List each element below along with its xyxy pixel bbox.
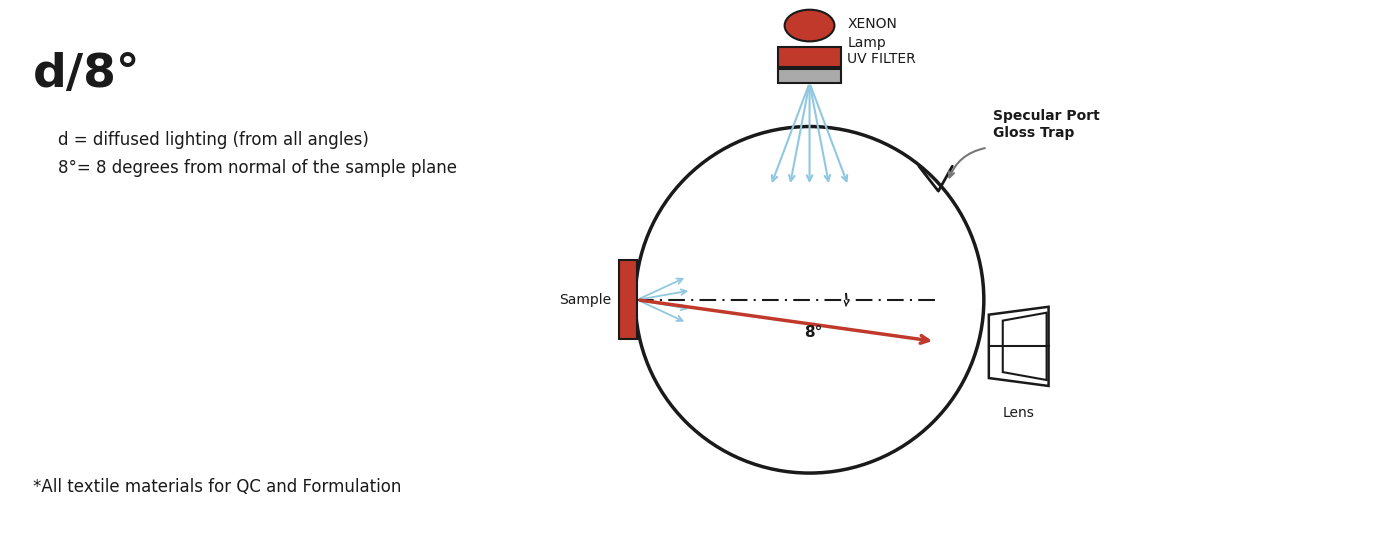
Text: *All textile materials for QC and Formulation: *All textile materials for QC and Formul… bbox=[32, 478, 402, 496]
FancyBboxPatch shape bbox=[777, 69, 841, 83]
Text: Lens: Lens bbox=[1002, 406, 1034, 420]
Ellipse shape bbox=[784, 10, 834, 41]
Text: 8°: 8° bbox=[805, 325, 823, 339]
FancyBboxPatch shape bbox=[777, 48, 841, 67]
Text: d = diffused lighting (from all angles): d = diffused lighting (from all angles) bbox=[57, 132, 368, 150]
FancyBboxPatch shape bbox=[620, 260, 637, 339]
Text: 8°= 8 degrees from normal of the sample plane: 8°= 8 degrees from normal of the sample … bbox=[57, 159, 456, 177]
Text: XENON
Lamp: XENON Lamp bbox=[848, 17, 898, 50]
Text: Sample: Sample bbox=[559, 293, 612, 307]
Text: UV FILTER: UV FILTER bbox=[848, 52, 916, 66]
Text: Specular Port
Gloss Trap: Specular Port Gloss Trap bbox=[992, 109, 1099, 139]
Text: d/8°: d/8° bbox=[32, 52, 140, 97]
